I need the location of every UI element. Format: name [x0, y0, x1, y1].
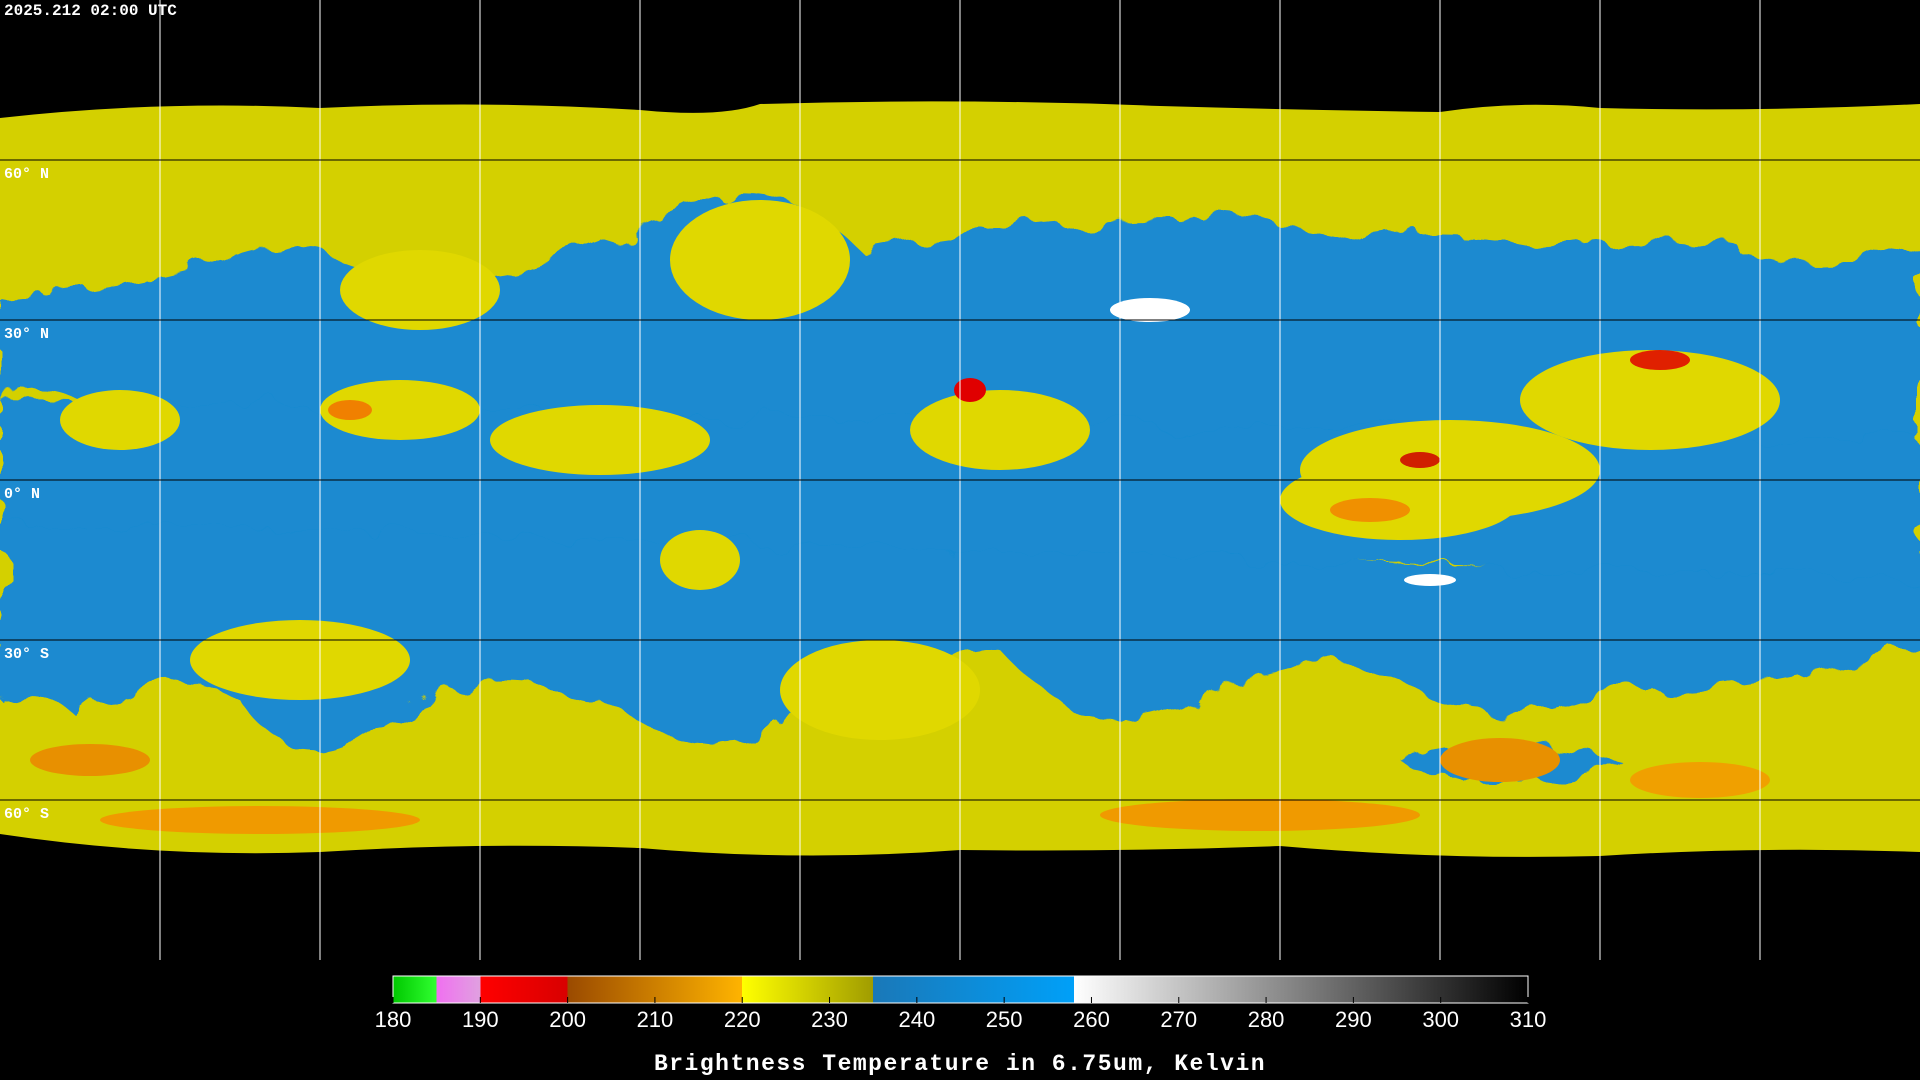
colorbar-tick-label: 270 — [1160, 1007, 1197, 1032]
colorbar-tick-label: 290 — [1335, 1007, 1372, 1032]
latitude-label: 0° N — [4, 486, 40, 503]
latitude-label: 30° S — [4, 646, 49, 663]
colorbar-tick-label: 220 — [724, 1007, 761, 1032]
colorbar-tick-label: 240 — [898, 1007, 935, 1032]
colorbar-tick-label: 250 — [986, 1007, 1023, 1032]
colorbar-tick-label: 180 — [375, 1007, 412, 1032]
graticule — [159, 0, 1761, 960]
colorbar-tick-label: 190 — [462, 1007, 499, 1032]
colorbar-tick-label: 200 — [549, 1007, 586, 1032]
colorbar-tick-label: 310 — [1510, 1007, 1547, 1032]
cold-cloud-tops — [30, 298, 1770, 834]
latitude-label: 60° N — [4, 166, 49, 183]
colorbar-tick-label: 230 — [811, 1007, 848, 1032]
colorbar — [392, 975, 1529, 1004]
colorbar-tick-label: 300 — [1422, 1007, 1459, 1032]
colorbar-tick-label: 210 — [637, 1007, 674, 1032]
convective-clouds — [60, 200, 1780, 740]
colorbar-tick-label: 280 — [1248, 1007, 1285, 1032]
latitude-label: 60° S — [4, 806, 49, 823]
timestamp: 2025.212 02:00 UTC — [4, 2, 177, 20]
colorbar-title: Brightness Temperature in 6.75um, Kelvin — [654, 1051, 1266, 1077]
colorbar-tick-label: 260 — [1073, 1007, 1110, 1032]
latitude-label: 30° N — [4, 326, 49, 343]
